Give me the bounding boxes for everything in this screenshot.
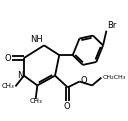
Text: O: O [63, 102, 70, 111]
Text: O: O [5, 54, 11, 63]
Text: N: N [17, 71, 23, 80]
Text: O: O [80, 76, 87, 85]
Text: CH₂CH₃: CH₂CH₃ [102, 75, 125, 80]
Text: Br: Br [107, 21, 117, 30]
Text: CH₃: CH₃ [29, 98, 42, 104]
Text: NH: NH [30, 35, 43, 44]
Text: CH₃: CH₃ [2, 83, 15, 89]
